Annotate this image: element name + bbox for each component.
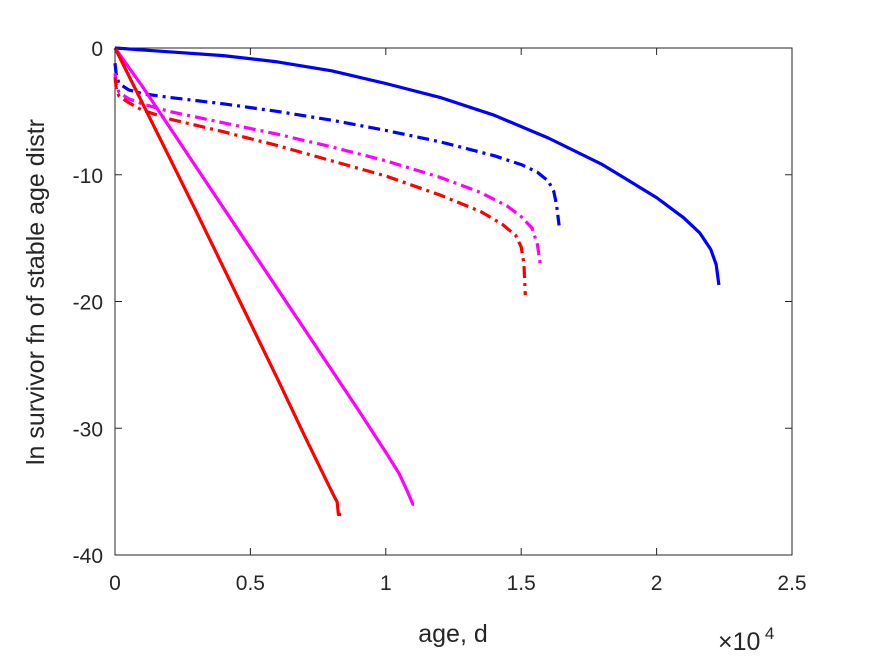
plot-area xyxy=(114,47,793,556)
x-tick-label: 2 xyxy=(651,572,663,595)
x-multiplier-exponent: 4 xyxy=(765,624,774,643)
y-tick-label: 0 xyxy=(91,38,103,61)
axes-box xyxy=(114,47,793,556)
x-axis: 0 0.5 1 1.5 2 2.5 xyxy=(109,48,807,595)
y-tick-label: -10 xyxy=(73,165,103,188)
series-line-5 xyxy=(113,47,415,506)
y-tick-label: -20 xyxy=(73,292,103,315)
x-axis-label: age, d xyxy=(418,620,488,648)
series-line-1 xyxy=(114,46,721,286)
y-axis: -40 -30 -20 -10 0 xyxy=(73,38,792,568)
y-tick-label: -40 xyxy=(73,545,103,568)
x-multiplier-label: ×10 4 xyxy=(718,624,774,656)
x-tick-label: 1 xyxy=(380,572,392,595)
x-multiplier-base: ×10 xyxy=(718,628,760,656)
x-tick-label: 1.5 xyxy=(507,572,536,595)
series-line-4 xyxy=(113,77,527,296)
y-axis-label: ln survivor fn of stable age distr xyxy=(22,119,50,465)
y-tick-label: -30 xyxy=(73,418,103,441)
x-tick-label: 0.5 xyxy=(236,572,265,595)
series-line-2 xyxy=(113,63,561,226)
series-line-3 xyxy=(113,73,542,264)
x-tick-label: 2.5 xyxy=(777,572,806,595)
series-line-6 xyxy=(113,47,342,516)
series-layer xyxy=(113,46,721,516)
x-tick-label: 0 xyxy=(109,572,121,595)
